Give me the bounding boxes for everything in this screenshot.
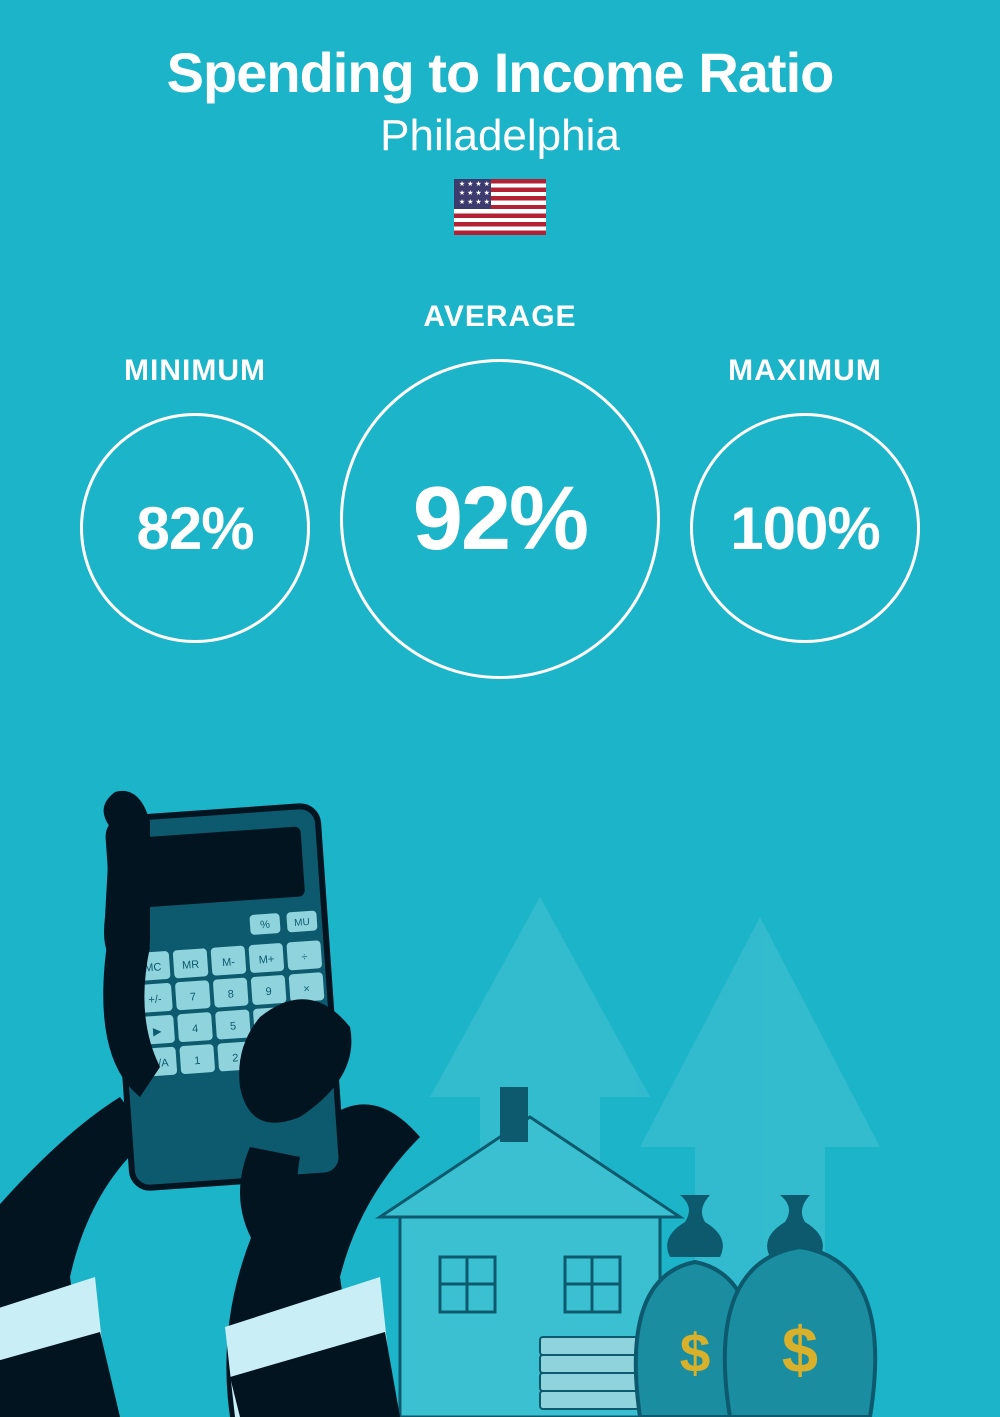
svg-text:M+: M+ — [258, 953, 274, 966]
svg-text:6: 6 — [268, 1018, 275, 1030]
svg-text:÷: ÷ — [301, 951, 308, 963]
svg-text:▶: ▶ — [153, 1025, 163, 1038]
us-flag-icon — [454, 179, 546, 235]
svg-text:1: 1 — [194, 1055, 201, 1067]
stat-maximum: MAXIMUM 100% — [690, 354, 920, 643]
circle-average: 92% — [340, 359, 660, 679]
svg-text:MU: MU — [294, 917, 310, 929]
stat-label-minimum: MINIMUM — [124, 354, 266, 388]
hands-calculator-icon: % MU MC MR M- M+ ÷ +/- 7 8 9 × — [0, 791, 420, 1417]
svg-text:7: 7 — [189, 991, 196, 1003]
svg-text:×: × — [303, 983, 310, 995]
city-subtitle: Philadelphia — [0, 111, 1000, 161]
svg-text:8: 8 — [227, 988, 234, 1000]
svg-text:$: $ — [680, 1322, 711, 1384]
house-icon — [380, 1087, 680, 1417]
infographic-canvas: Spending to Income Ratio Philadelphia MI… — [0, 0, 1000, 1417]
svg-text:5: 5 — [230, 1020, 237, 1032]
circle-maximum: 100% — [690, 413, 920, 643]
stat-average: AVERAGE 92% — [340, 300, 660, 679]
money-bags-icon: $ $ — [636, 1195, 875, 1417]
svg-text:3: 3 — [270, 1050, 277, 1062]
value-minimum: 82% — [136, 494, 253, 563]
value-maximum: 100% — [730, 494, 879, 563]
stat-label-average: AVERAGE — [423, 300, 576, 334]
svg-text:$: $ — [782, 1313, 818, 1386]
svg-text:+/-: +/- — [148, 993, 162, 1006]
svg-text:C/A: C/A — [150, 1057, 170, 1070]
stat-minimum: MINIMUM 82% — [80, 354, 310, 643]
svg-text:M-: M- — [222, 956, 236, 969]
svg-text:MR: MR — [182, 959, 200, 972]
up-arrows-icon — [430, 897, 880, 1417]
svg-text:9: 9 — [265, 986, 272, 998]
value-average: 92% — [413, 468, 587, 571]
svg-text:2: 2 — [232, 1052, 239, 1064]
svg-text:MC: MC — [144, 961, 162, 974]
svg-text:%: % — [260, 919, 271, 932]
illustration: $ $ % MU — [0, 717, 1000, 1417]
svg-text:+: + — [307, 1047, 314, 1059]
svg-text:−: − — [305, 1015, 312, 1027]
cash-stack-icon — [540, 1337, 680, 1409]
svg-text:4: 4 — [192, 1023, 199, 1035]
stats-row: MINIMUM 82% AVERAGE 92% MAXIMUM 100% — [0, 300, 1000, 679]
page-title: Spending to Income Ratio — [0, 40, 1000, 105]
header: Spending to Income Ratio Philadelphia — [0, 40, 1000, 235]
circle-minimum: 82% — [80, 413, 310, 643]
stat-label-maximum: MAXIMUM — [728, 354, 882, 388]
